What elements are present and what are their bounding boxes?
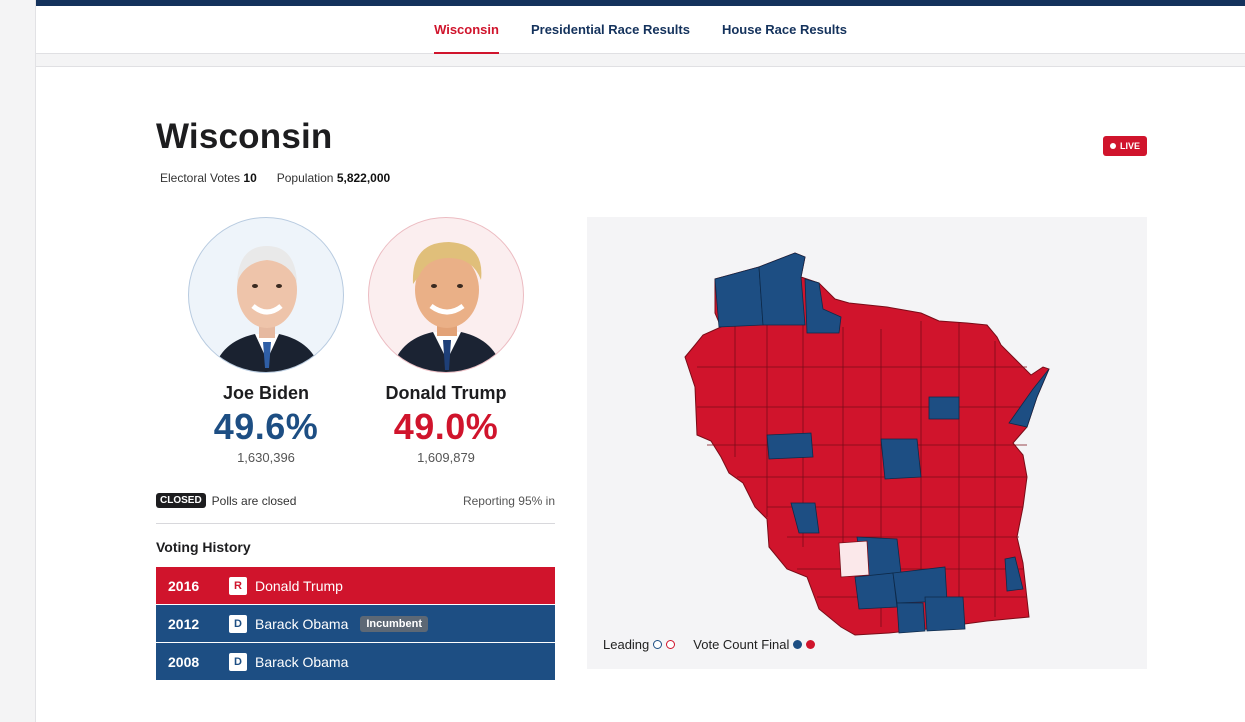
party-badge: D [229, 614, 247, 633]
reporting-status: Reporting 95% in [462, 493, 555, 508]
county-bayfield[interactable] [758, 252, 806, 326]
dem-counties [714, 252, 1050, 634]
legend-leading-label: Leading [603, 637, 650, 652]
candidate-name: Donald Trump [385, 383, 507, 403]
county-ashland[interactable] [804, 278, 842, 334]
electoral-votes-value: 10 [243, 171, 257, 185]
county-douglas[interactable] [714, 266, 764, 328]
electoral-votes-label: Electoral Votes [160, 171, 241, 185]
tab-house-race-results[interactable]: House Race Results [721, 22, 847, 37]
county-door[interactable] [1008, 368, 1050, 428]
voting-history-row: 2016 R Donald Trump [156, 567, 555, 604]
live-label: LIVE [1119, 141, 1140, 151]
wisconsin-county-map[interactable] [587, 217, 1147, 669]
county-milwaukee[interactable] [1004, 556, 1024, 592]
leading-dem-icon [653, 640, 663, 649]
county-iowa[interactable] [854, 572, 898, 610]
history-winner: Barack Obama [255, 653, 349, 670]
tab-presidential-race-results[interactable]: Presidential Race Results [530, 22, 690, 37]
legend-leading: Leading [603, 637, 676, 652]
candidate-portrait-trump [368, 217, 524, 373]
map-legend: Leading Vote Count Final [603, 637, 816, 652]
legend-final-label: Vote Count Final [693, 637, 790, 652]
county-tie[interactable] [838, 540, 870, 578]
candidate-portrait-biden [188, 217, 344, 373]
history-year: 2012 [168, 615, 200, 632]
top-nav-card: Wisconsin Presidential Race Results Hous… [36, 0, 1245, 54]
left-rail [0, 0, 36, 722]
brand-bar [36, 0, 1245, 6]
legend-final: Vote Count Final [693, 637, 816, 652]
poll-status-row: CLOSED Polls are closed Reporting 95% in [156, 493, 555, 508]
candidate-percent: 49.0% [393, 406, 499, 447]
county-borders [697, 317, 1027, 627]
poll-status-text: Polls are closed [211, 493, 297, 508]
candidate-name: Joe Biden [222, 383, 310, 403]
history-winner: Barack Obama [255, 615, 349, 632]
county-portage[interactable] [880, 438, 922, 480]
voting-history-title: Voting History [156, 539, 251, 555]
party-badge: D [229, 652, 247, 671]
electoral-votes: Electoral Votes 10 [160, 171, 257, 185]
voting-history-row: 2012 D Barack Obama Incumbent [156, 605, 555, 642]
voting-history-row: 2008 D Barack Obama [156, 643, 555, 680]
population-value: 5,822,000 [336, 171, 391, 185]
voting-history-list: 2016 R Donald Trump 2012 D Barack Obama … [156, 567, 555, 681]
incumbent-badge: Incumbent [360, 615, 428, 632]
portrait-illustration-icon [391, 242, 503, 372]
tab-wisconsin[interactable]: Wisconsin [434, 6, 499, 54]
candidate-votes: 1,609,879 [417, 450, 475, 465]
candidate-votes: 1,630,396 [237, 450, 295, 465]
results-card: Wisconsin LIVE Electoral Votes 10 Popula… [36, 66, 1245, 722]
candidate-trump: Donald Trump 49.0% 1,609,879 [366, 217, 526, 465]
divider [156, 523, 555, 524]
candidate-percent: 49.6% [213, 406, 319, 447]
state-meta: Electoral Votes 10 Population 5,822,000 [160, 171, 390, 185]
live-badge: LIVE [1103, 136, 1147, 156]
history-winner: Donald Trump [255, 577, 343, 594]
population: Population 5,822,000 [277, 171, 390, 185]
final-dem-icon [793, 640, 803, 649]
poll-status: CLOSED Polls are closed [156, 493, 296, 508]
closed-badge: CLOSED [156, 493, 206, 508]
party-badge: R [229, 576, 247, 595]
tab-nav: Wisconsin Presidential Race Results Hous… [36, 6, 1245, 54]
final-rep-icon [806, 640, 816, 649]
county-la-crosse[interactable] [790, 502, 820, 534]
candidate-biden: Joe Biden 49.6% 1,630,396 [186, 217, 346, 465]
county-green[interactable] [896, 602, 926, 634]
county-map-panel: Leading Vote Count Final [587, 217, 1147, 669]
history-year: 2016 [168, 577, 200, 594]
county-menominee[interactable] [928, 396, 960, 420]
leading-rep-icon [666, 640, 676, 649]
county-waukesha[interactable] [924, 596, 966, 632]
page-title: Wisconsin [156, 117, 333, 156]
county-eau-claire[interactable] [766, 432, 814, 460]
population-label: Population [276, 171, 334, 185]
portrait-illustration-icon [213, 246, 321, 372]
history-year: 2008 [168, 653, 200, 670]
live-dot-icon [1109, 143, 1116, 149]
